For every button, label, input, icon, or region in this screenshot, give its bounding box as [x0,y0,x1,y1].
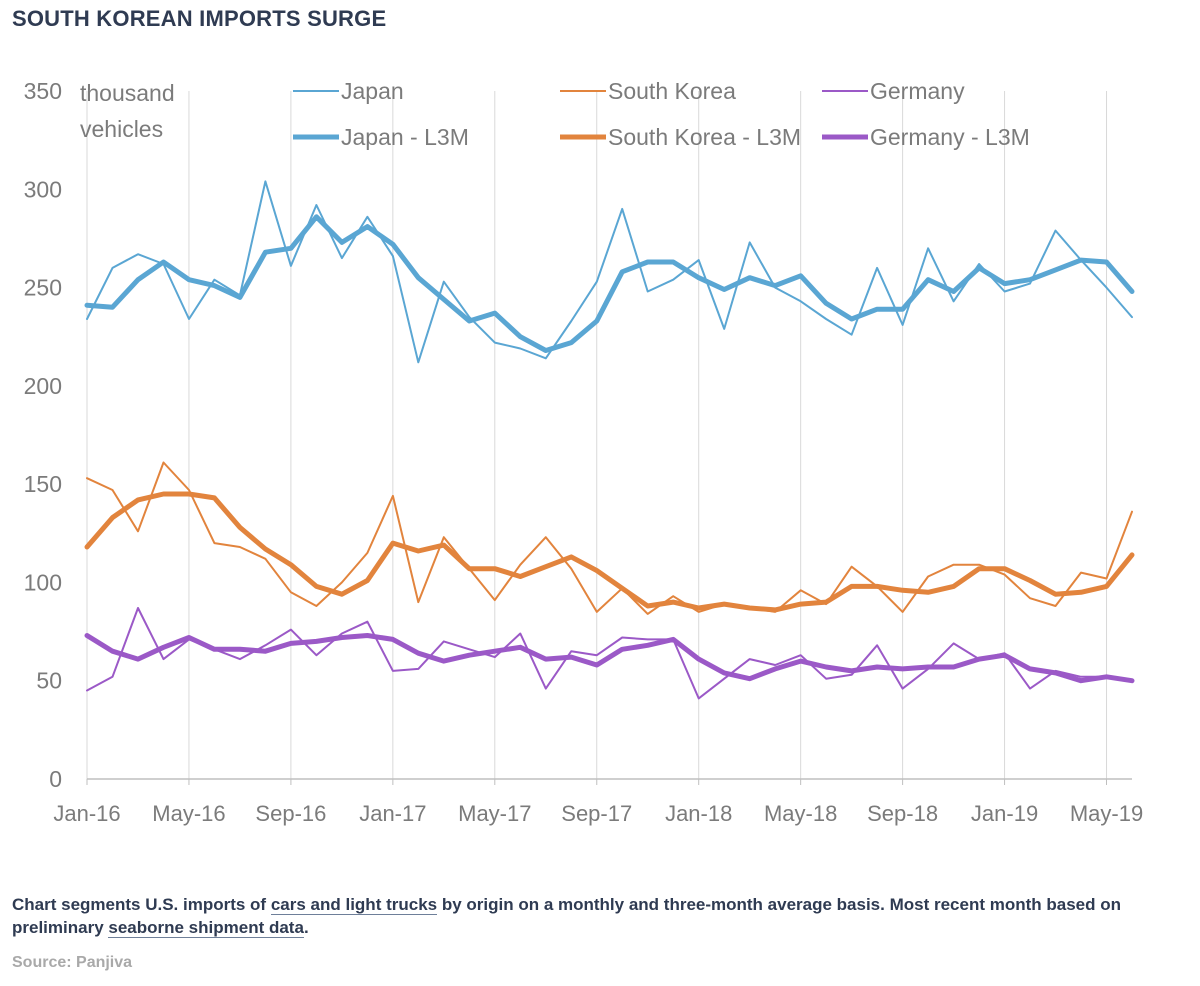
series-line-germany [86,607,1133,700]
grid-layer [86,91,1108,779]
caption-link-cars-light-trucks[interactable]: cars and light trucks [270,895,438,915]
y-tick-label: 350 [24,78,62,104]
x-tick-label: Sep-18 [867,801,938,826]
y-tick-label: 50 [36,668,62,694]
x-tick-label: May-18 [764,801,837,826]
x-tick-label: May-19 [1070,801,1143,826]
line-chart: Jan-16 May-16 Sep-16 Jan-17 May-17 Sep-17 Jan-… [24,78,1144,826]
caption-text-1: Chart segments U.S. imports of [12,895,271,914]
source-note: Source: Panjiva [12,954,133,971]
y-tick-label: 0 [49,766,62,792]
y-tick-label: 250 [24,275,62,301]
legend-label-south-korea: South Korea [608,78,736,104]
x-tick-label: Sep-17 [561,801,632,826]
y-tick-label: 200 [24,373,62,399]
legend-layer: Japan South Korea Germany Japan - L3M South … [293,78,1030,150]
caption-text-2: by origin on a monthly and three-month a… [12,895,1121,937]
series-layer [84,180,1135,700]
x-tick-label: Jan-16 [53,801,120,826]
legend-label-germany-l3m: Germany - L3M [870,124,1030,150]
x-tick-label: Jan-17 [359,801,426,826]
y-tick-label: 150 [24,471,62,497]
legend-label-germany: Germany [870,78,965,104]
caption-link-seaborne-shipment-data[interactable]: seaborne shipment data [108,918,304,938]
chart-title: SOUTH KOREAN IMPORTS SURGE [12,6,387,31]
series-line-south-korea-l3m [84,491,1135,613]
legend-label-japan: Japan [341,78,404,104]
series-line-germany-l3m [84,633,1135,684]
legend-label-south-korea-l3m: South Korea - L3M [608,124,801,150]
series-line-japan-l3m [84,214,1135,353]
x-tick-label: May-16 [152,801,225,826]
x-tick-label: May-17 [458,801,531,826]
caption-text-3: . [303,918,309,937]
series-line-japan [86,180,1133,364]
y-tick-label: 100 [24,569,62,595]
x-tick-label: Jan-19 [971,801,1038,826]
series-line-south-korea [86,461,1133,615]
axis-layer: Jan-16 May-16 Sep-16 Jan-17 May-17 Sep-17 Jan-… [24,78,1144,826]
y-tick-label: 300 [24,176,62,202]
chart-caption: Chart segments U.S. imports of cars and … [12,893,1182,939]
x-tick-label: Jan-18 [665,801,732,826]
y-axis-label: vehicles [80,116,163,142]
legend-label-japan-l3m: Japan - L3M [341,124,469,150]
x-tick-label: Sep-16 [255,801,326,826]
y-axis-label: thousand [80,80,175,106]
